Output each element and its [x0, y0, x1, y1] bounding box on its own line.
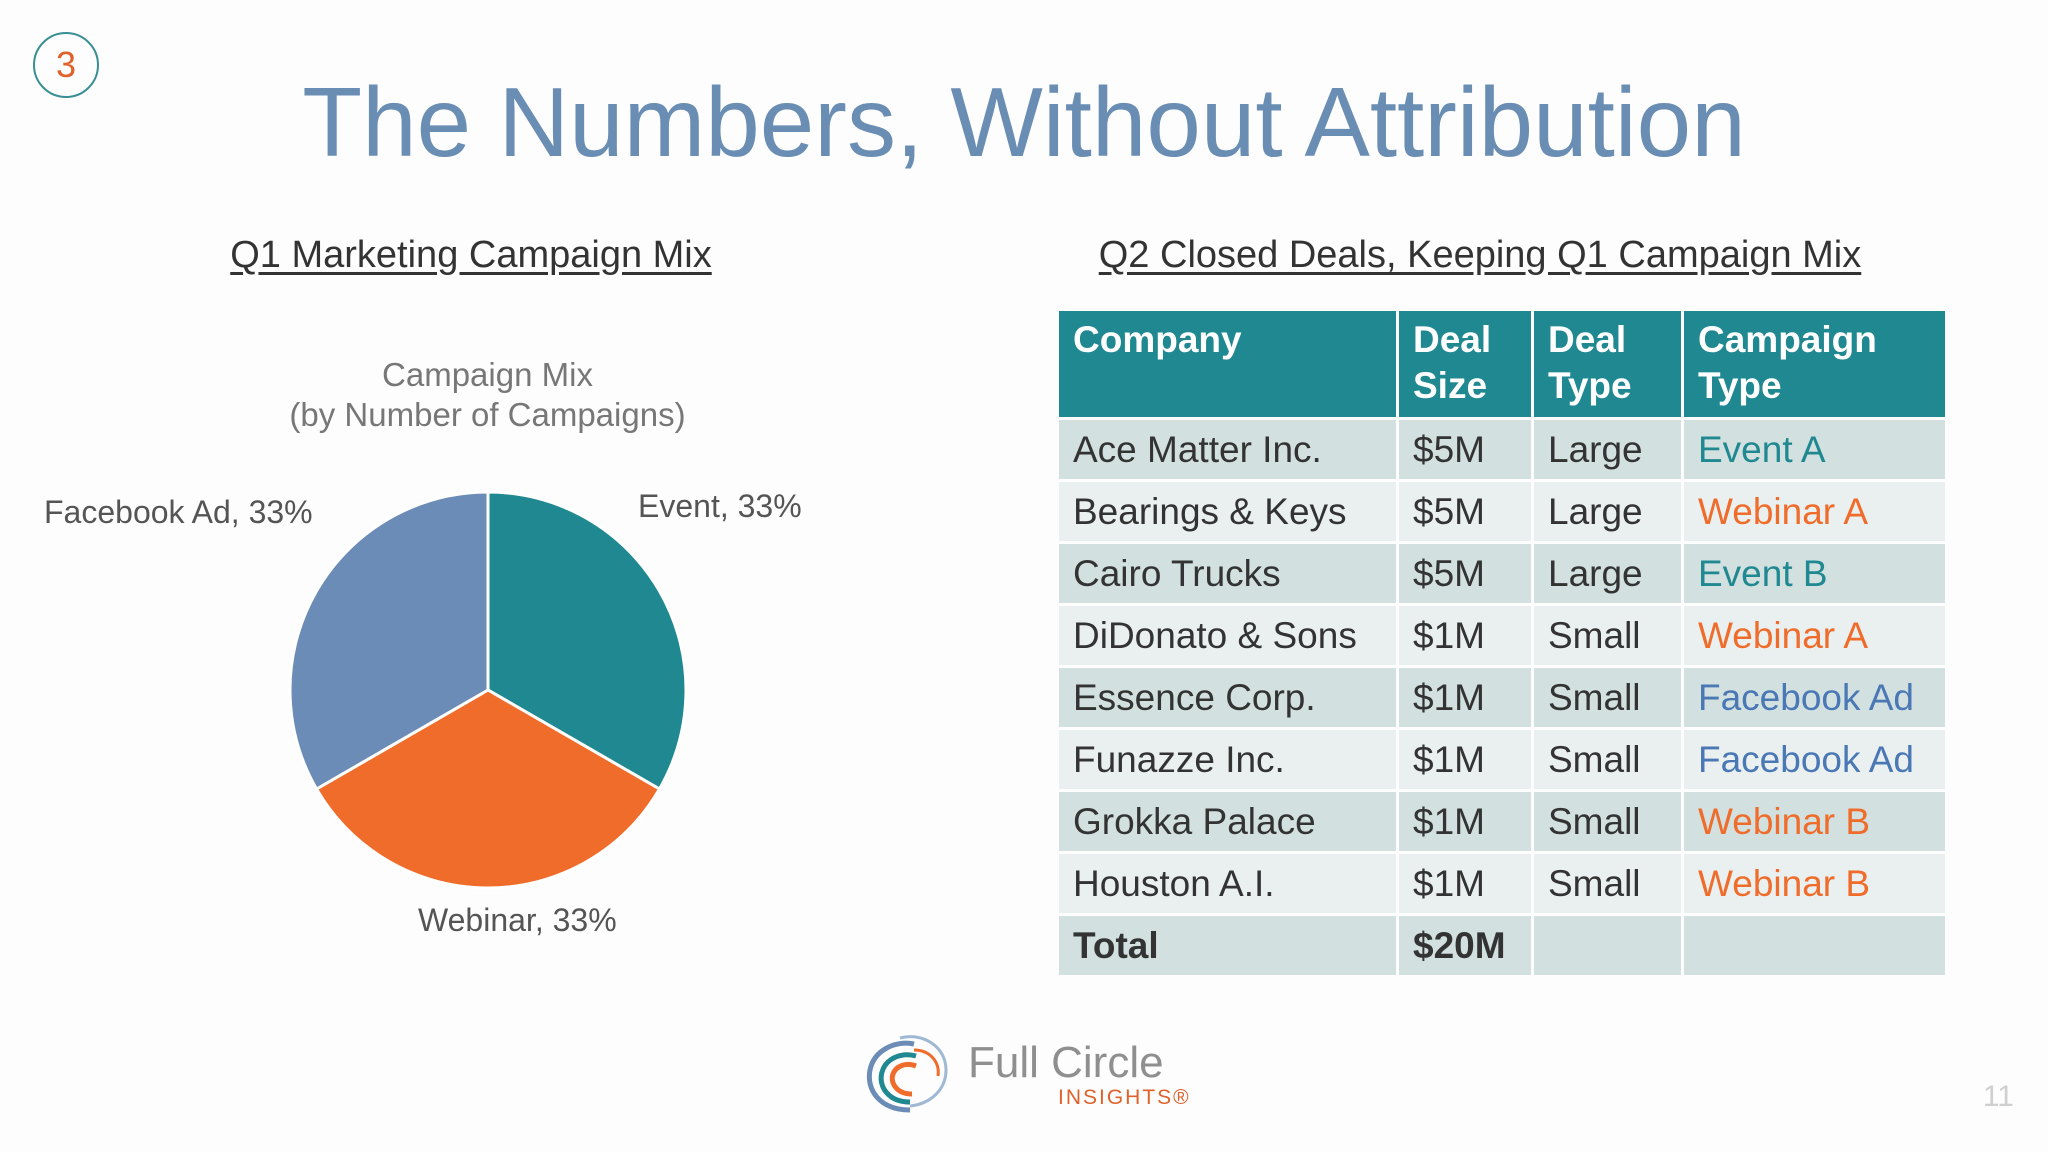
cell-deal-type: Large: [1531, 541, 1684, 606]
step-number-badge: 3: [33, 32, 99, 98]
table-row: Funazze Inc. $1M Small Facebook Ad: [1056, 727, 1948, 792]
cell-deal-type: Large: [1531, 417, 1684, 482]
total-label: Total: [1056, 913, 1399, 978]
cell-deal-size: $5M: [1396, 541, 1534, 606]
cell-deal-size: $5M: [1396, 479, 1534, 544]
cell-company: Grokka Palace: [1056, 789, 1399, 854]
cell-campaign-type: Facebook Ad: [1681, 665, 1948, 730]
cell-company: Funazze Inc.: [1056, 727, 1399, 792]
cell-deal-type: Large: [1531, 479, 1684, 544]
pie-chart-title-line1: Campaign Mix: [382, 356, 593, 393]
cell-campaign-type: Webinar B: [1681, 789, 1948, 854]
logo-subtitle: INSIGHTS®: [1058, 1086, 1191, 1109]
table-section-heading: Q2 Closed Deals, Keeping Q1 Campaign Mix: [1098, 234, 1862, 276]
table-row: Houston A.I. $1M Small Webinar B: [1056, 851, 1948, 916]
cell-company: Houston A.I.: [1056, 851, 1399, 916]
cell-company: Essence Corp.: [1056, 665, 1399, 730]
total-row: Total $20M: [1056, 913, 1948, 978]
column-header-deal-size: Deal Size: [1396, 308, 1534, 420]
total-size: $20M: [1396, 913, 1534, 978]
slide-title: The Numbers, Without Attribution: [302, 67, 1746, 177]
table-row: Essence Corp. $1M Small Facebook Ad: [1056, 665, 1948, 730]
table-row: Grokka Palace $1M Small Webinar B: [1056, 789, 1948, 854]
pie-section-heading: Q1 Marketing Campaign Mix: [230, 234, 712, 276]
table-row: Bearings & Keys $5M Large Webinar A: [1056, 479, 1948, 544]
total-empty-cell: [1681, 913, 1948, 978]
pie-slice-event: [486, 490, 688, 792]
table-header-row: Company Deal Size Deal Type Campaign Type: [1056, 308, 1948, 420]
cell-campaign-type: Facebook Ad: [1681, 727, 1948, 792]
pie-chart-title-line2: (by Number of Campaigns): [289, 396, 686, 433]
cell-deal-size: $1M: [1396, 665, 1534, 730]
pie-label-facebook-ad: Facebook Ad, 33%: [44, 494, 313, 530]
logo-name: Full Circle: [968, 1038, 1164, 1087]
column-header-deal-type: Deal Type: [1531, 308, 1684, 420]
table-row: Cairo Trucks $5M Large Event B: [1056, 541, 1948, 606]
cell-deal-type: Small: [1531, 603, 1684, 668]
pie-label-webinar: Webinar, 33%: [418, 902, 617, 938]
cell-deal-type: Small: [1531, 665, 1684, 730]
pie-slice-facebook-ad: [288, 490, 490, 792]
cell-deal-type: Small: [1531, 727, 1684, 792]
cell-deal-size: $1M: [1396, 727, 1534, 792]
cell-campaign-type: Webinar A: [1681, 479, 1948, 544]
cell-company: Cairo Trucks: [1056, 541, 1399, 606]
cell-company: DiDonato & Sons: [1056, 603, 1399, 668]
cell-deal-type: Small: [1531, 789, 1684, 854]
cell-deal-size: $5M: [1396, 417, 1534, 482]
cell-company: Ace Matter Inc.: [1056, 417, 1399, 482]
pie-label-event: Event, 33%: [638, 488, 802, 524]
campaign-mix-pie-chart: [288, 490, 688, 890]
table-row: Ace Matter Inc. $5M Large Event A: [1056, 417, 1948, 482]
total-empty-cell: [1531, 913, 1684, 978]
swirl-logo-icon: [866, 1035, 948, 1113]
cell-campaign-type: Webinar B: [1681, 851, 1948, 916]
cell-campaign-type: Event A: [1681, 417, 1948, 482]
cell-deal-size: $1M: [1396, 851, 1534, 916]
column-header-campaign-type: Campaign Type: [1681, 308, 1948, 420]
page-number: 11: [1982, 1080, 2014, 1113]
column-header-company: Company: [1056, 308, 1399, 420]
cell-deal-size: $1M: [1396, 789, 1534, 854]
cell-deal-type: Small: [1531, 851, 1684, 916]
cell-deal-size: $1M: [1396, 603, 1534, 668]
step-number: 3: [55, 44, 77, 85]
closed-deals-table: Company Deal Size Deal Type Campaign Type A…: [1056, 308, 1948, 978]
cell-campaign-type: Webinar A: [1681, 603, 1948, 668]
cell-campaign-type: Event B: [1681, 541, 1948, 606]
cell-company: Bearings & Keys: [1056, 479, 1399, 544]
full-circle-insights-logo: Full Circle INSIGHTS®: [860, 1030, 1190, 1120]
pie-chart-title: Campaign Mix (by Number of Campaigns): [250, 355, 725, 435]
table-row: DiDonato & Sons $1M Small Webinar A: [1056, 603, 1948, 668]
